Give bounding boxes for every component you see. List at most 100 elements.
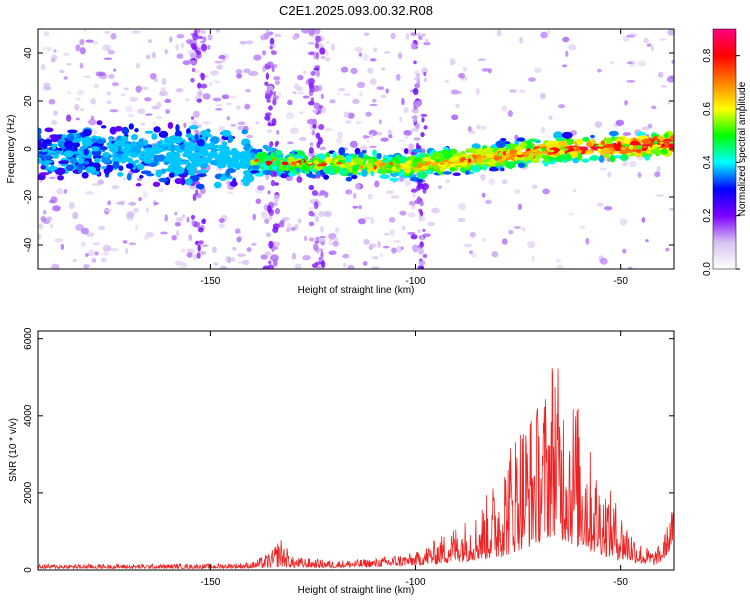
spectrogram-cell [268, 105, 273, 111]
spectrogram-hot-cell [467, 158, 472, 164]
spectrogram-cell [247, 175, 255, 182]
spectrogram-cell [323, 166, 334, 175]
spectrogram-cell [51, 120, 58, 125]
spectrogram-cell [270, 50, 277, 56]
spectrogram-cell [319, 237, 326, 243]
spectrogram-cell [229, 180, 238, 187]
spectrogram-cell [228, 151, 233, 156]
spectrogram-cell [38, 176, 45, 180]
spectrogram-cell [131, 30, 141, 34]
spectrogram-cell [146, 173, 155, 177]
spectrogram-cell [38, 156, 43, 164]
spectrogram-cell [197, 240, 204, 245]
spectrogram-cell [319, 146, 327, 151]
spectrogram-cell [558, 104, 566, 109]
spectrogram-cell [117, 171, 124, 177]
spectrogram-cell [475, 148, 485, 155]
spectrogram-cell [190, 119, 199, 126]
spectrogram-cell [368, 145, 377, 149]
spectrogram-cell [52, 205, 61, 212]
spectrogram-cell [318, 84, 323, 92]
spectrogram-cell [517, 162, 526, 168]
spectrogram-cell [174, 177, 183, 185]
spectrogram-cell [482, 164, 488, 171]
spectrogram-cell [176, 229, 180, 237]
spectrogram-cell [110, 247, 119, 252]
spectrogram-hot-cell [516, 150, 523, 156]
snr-x-axis-label: Height of straight line (km) [298, 585, 415, 596]
spectrogram-cell [192, 152, 197, 157]
spectrogram-cell [458, 202, 467, 211]
spectrogram-cell [405, 33, 410, 40]
spectrogram-cell [104, 31, 111, 34]
spectrogram-cell [533, 67, 542, 73]
spectrogram-cell [418, 214, 422, 222]
spectrogram-hot-cell [395, 165, 400, 170]
spectrogram-cell [360, 169, 368, 177]
spectrogram-cell [114, 125, 123, 132]
spectrogram-cell [314, 35, 321, 43]
spectrogram-cell [260, 254, 268, 260]
spectrogram-cell [160, 231, 169, 235]
spectrogram-cell [439, 167, 445, 173]
spectrogram-cell [481, 192, 486, 198]
spectrogram-cell [242, 259, 250, 265]
spectrogram-cell [311, 130, 315, 136]
spectrogram-hot-cell [431, 160, 435, 163]
spectrogram-cell [237, 125, 245, 131]
spectrogram-cell [425, 38, 429, 44]
spectrogram-cell [470, 252, 478, 258]
x-tick-label: -100 [405, 577, 425, 588]
spectrogram-cell [246, 155, 252, 162]
spectrogram-cell [598, 155, 605, 163]
spectrogram-cell [274, 149, 283, 156]
spectrogram-cell [336, 137, 343, 144]
spectrogram-cell [75, 117, 80, 121]
spectrogram-cell [651, 105, 657, 110]
spectrogram-cell [615, 119, 625, 126]
spectrogram-cell [77, 169, 83, 174]
spectrogram-cell [46, 139, 52, 145]
spectrogram-cell [390, 195, 400, 199]
spectrogram-cell [467, 125, 472, 132]
spectrogram-cell [171, 144, 176, 152]
spectrogram-cell [225, 169, 231, 178]
spectrogram-cell [302, 95, 310, 99]
spectrogram-cell [410, 188, 418, 193]
spectrogram-cell [196, 139, 205, 147]
spectrogram-cell [264, 218, 270, 224]
spectrogram-cell [274, 182, 280, 186]
spectrogram-cell [241, 160, 246, 166]
spectrogram-cell [309, 199, 313, 203]
spectrogram-cell [319, 189, 326, 196]
spectrogram-cell [664, 132, 669, 139]
spectrogram-cell [641, 217, 646, 223]
spectrogram-cell [308, 29, 315, 36]
spectrogram-cell [287, 99, 293, 103]
spectrogram-cell [308, 146, 314, 154]
spectrogram-hot-cell [314, 160, 319, 164]
spectrogram-hot-cell [265, 160, 273, 165]
snr-series-line [38, 368, 674, 570]
figure-title: C2E1.2025.093.00.32.R08 [279, 3, 433, 18]
spectrogram-cell [136, 163, 145, 171]
spectrogram-cell [383, 51, 391, 54]
spectrogram-cell [249, 164, 261, 170]
spectrogram-cell [260, 151, 268, 159]
spectrogram-cell [218, 54, 226, 60]
spectrogram-cell [371, 255, 379, 260]
spectrogram-cell [130, 134, 139, 141]
y-tick-label: 20 [23, 95, 34, 107]
spectrogram-cell [218, 126, 226, 132]
spectrogram-cell [555, 258, 562, 264]
spectrogram-cell [144, 97, 152, 102]
spectrogram-cell [102, 154, 110, 158]
spectrogram-cell [626, 79, 636, 83]
spectrogram-cell [214, 60, 223, 64]
spectrogram-cell [190, 147, 196, 152]
spectrogram-cell [200, 83, 208, 89]
spectrogram-cell [134, 128, 139, 133]
spectrogram-cell [637, 172, 642, 178]
spectrogram-cell [514, 188, 521, 195]
spectrogram-cell [140, 86, 149, 90]
